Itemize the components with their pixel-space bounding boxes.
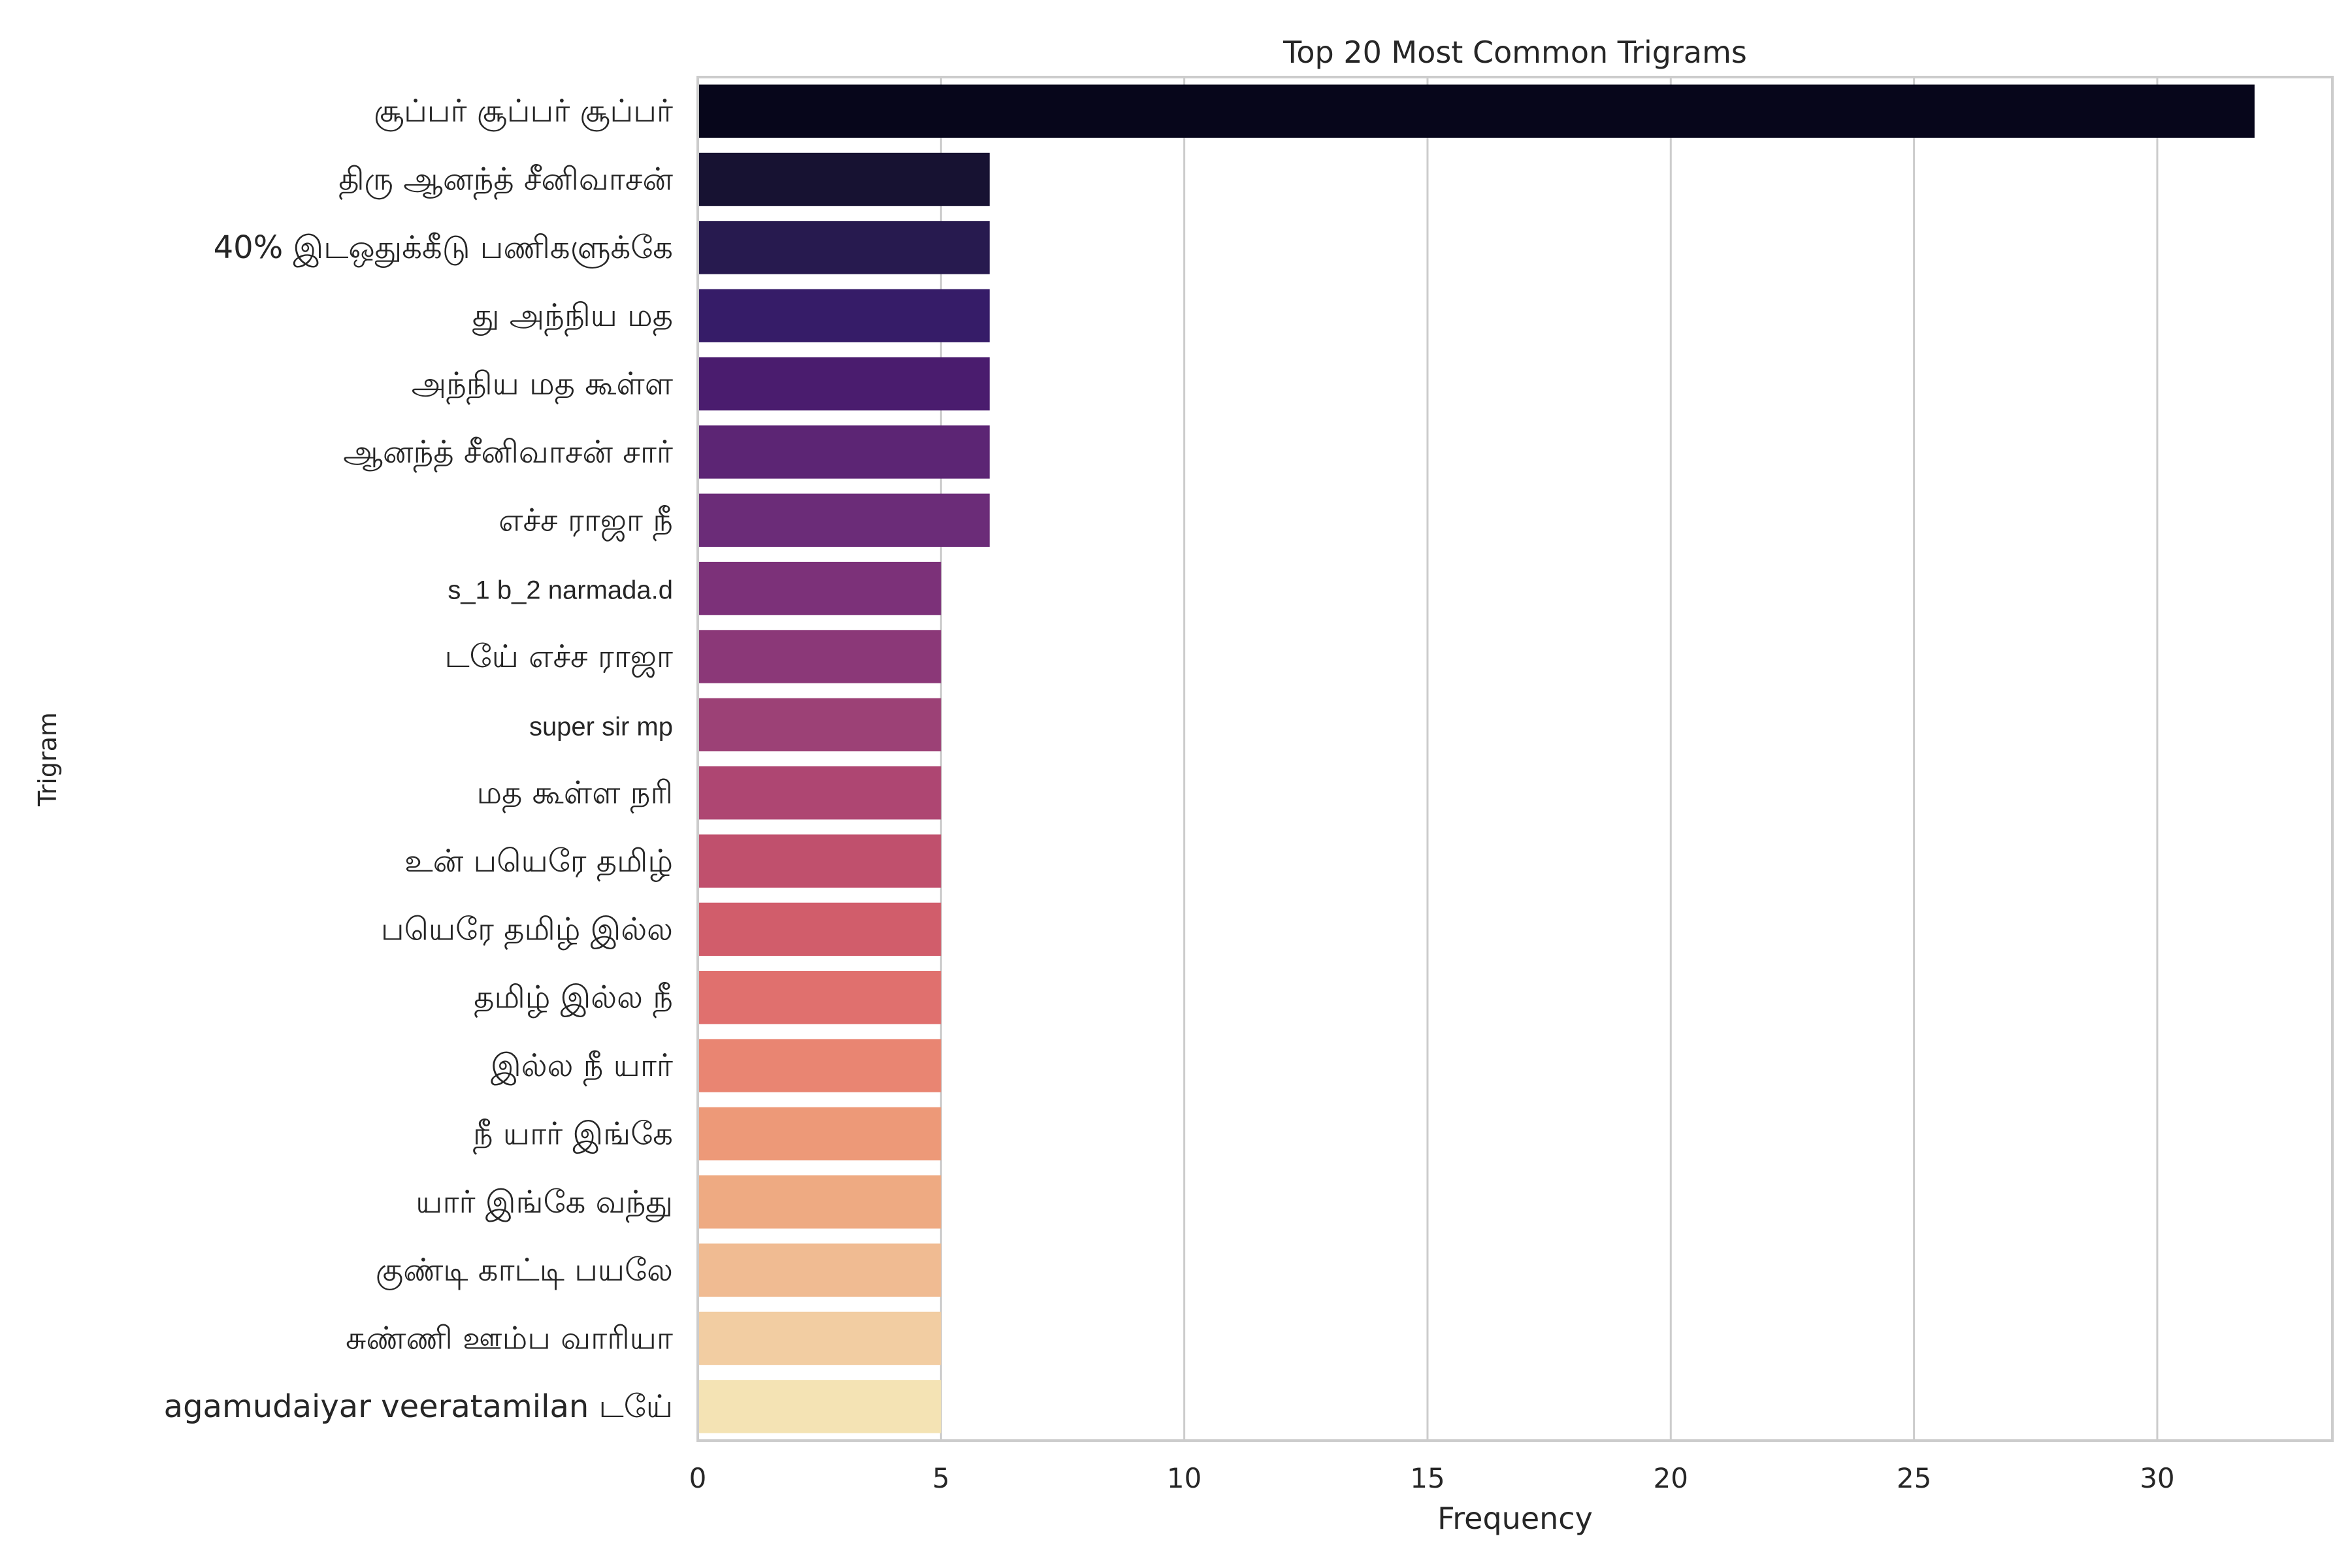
y-tick-label: அந்நிய மத கூள்ள [412, 366, 673, 405]
y-tick-label: பயெரே தமிழ் இல்ல [381, 911, 673, 950]
bar-1 [698, 84, 2255, 138]
plot-frame [696, 76, 2334, 1442]
y-tick-label: உன் பயெரே தமிழ் [404, 843, 673, 882]
bar-16 [698, 1107, 941, 1161]
bar-17 [698, 1175, 941, 1229]
y-tick-label: சுண்ணி ஊம்ப வாரியா [346, 1320, 673, 1356]
chart-title: Top 20 Most Common Trigrams [1282, 35, 1747, 70]
y-tick-label: நீ யார் இங்கே [473, 1115, 673, 1154]
y-tick-label: டயே் எச்ச ராஜா [444, 638, 673, 678]
x-tick-label: 5 [932, 1462, 950, 1494]
y-tick-label: சூப்பர் சூப்பர் சூப்பர் [374, 93, 673, 131]
bar-12 [698, 834, 941, 888]
bar-18 [698, 1243, 941, 1297]
bar-4 [698, 289, 990, 342]
y-tick-label: ஆனந்த் சீனிவாசன் சார் [343, 434, 673, 473]
bar-13 [698, 902, 941, 956]
y-tick-label: திரு ஆனந்த் சீனிவாசன் [338, 161, 673, 201]
y-tick-label: எச்ச ராஜா நீ [498, 502, 673, 541]
bar-3 [698, 221, 990, 274]
bar-14 [698, 971, 941, 1024]
y-tick-label: 40% இடஒதுக்கீடு பணிகளுக்கே [214, 229, 673, 269]
bars [698, 84, 2255, 1433]
bar-9 [698, 630, 941, 683]
x-tick-label: 20 [1654, 1462, 1688, 1494]
x-tick-label: 10 [1167, 1462, 1201, 1494]
bar-10 [698, 698, 941, 752]
x-tick-label: 30 [2140, 1462, 2174, 1494]
bar-8 [698, 561, 941, 615]
x-axis-ticks: 0 5 10 15 20 25 30 [689, 1462, 2175, 1494]
y-tick-label: s_1 b_2 narmada.d [448, 576, 673, 605]
y-tick-label: யார் இங்கே வந்து [416, 1184, 673, 1223]
y-axis-label: Trigram [33, 712, 62, 807]
bar-11 [698, 766, 941, 820]
bar-6 [698, 425, 990, 479]
y-tick-label: குண்டி காட்டி பயலே [376, 1252, 673, 1290]
bar-7 [698, 493, 990, 547]
y-tick-label: து அந்நிய மத [472, 297, 673, 336]
bar-2 [698, 152, 990, 206]
y-tick-label: இல்ல நீ யார் [491, 1047, 673, 1086]
x-tick-label: 25 [1897, 1462, 1931, 1494]
y-tick-label: தமிழ் இல்ல நீ [474, 979, 673, 1019]
y-axis-ticks: சூப்பர் சூப்பர் சூப்பர் திரு ஆனந்த் சீனிவ… [164, 93, 674, 1425]
y-tick-label: super sir mp [529, 712, 673, 741]
grid-lines [696, 77, 2159, 1441]
bar-20 [698, 1380, 941, 1433]
bar-15 [698, 1039, 941, 1092]
bar-5 [698, 357, 990, 411]
y-tick-label: மத கூள்ள நரி [476, 775, 673, 814]
x-tick-label: 15 [1410, 1462, 1445, 1494]
x-axis-label: Frequency [1437, 1501, 1593, 1536]
bar-19 [698, 1311, 941, 1365]
x-tick-label: 0 [689, 1462, 707, 1494]
y-tick-label: agamudaiyar veeratamilan டயே் [164, 1388, 673, 1425]
